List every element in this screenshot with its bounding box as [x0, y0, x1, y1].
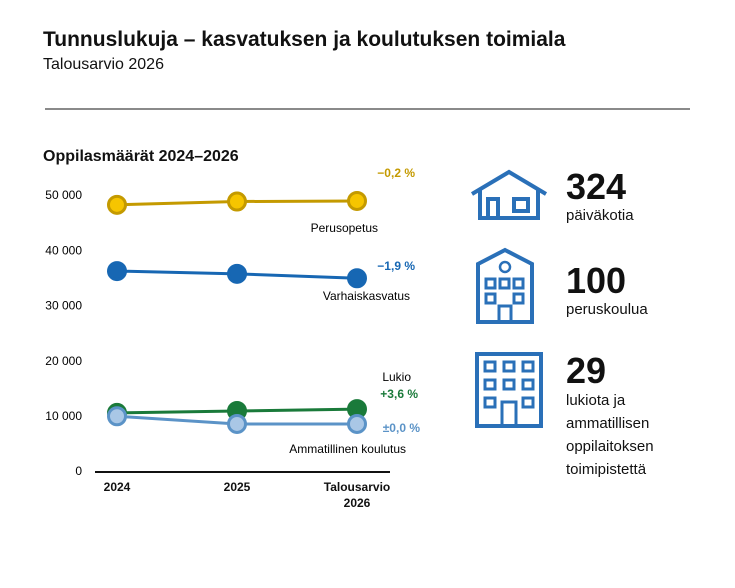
- marker: [227, 191, 247, 212]
- marker: [227, 263, 247, 284]
- title: Tunnuslukuja – kasvatuksen ja koulutukse…: [43, 28, 566, 51]
- x-tick-label: Talousarvio 2026: [323, 480, 391, 510]
- change-label: −0,2 %: [377, 166, 415, 180]
- series-label: Perusopetus: [311, 221, 378, 235]
- marker: [107, 261, 127, 282]
- y-tick-label: 10 000: [45, 409, 82, 423]
- marker: [347, 413, 367, 434]
- y-tick-label: 30 000: [45, 299, 82, 313]
- marker: [107, 194, 127, 215]
- change-label: ±0,0 %: [383, 421, 421, 435]
- house-icon: [470, 169, 548, 220]
- y-tick-label: 40 000: [45, 243, 82, 257]
- x-tick-label: 2025: [223, 480, 251, 494]
- subtitle: Talousarvio 2026: [43, 56, 164, 73]
- kpi-value: 324: [566, 166, 627, 207]
- kpi-value: 29: [566, 350, 607, 391]
- marker: [347, 190, 367, 211]
- series-label: Lukio: [382, 370, 411, 384]
- chart-title: Oppilasmäärät 2024–2026: [43, 148, 239, 165]
- change-label: +3,6 %: [380, 387, 418, 401]
- school-icon: [476, 247, 534, 324]
- y-tick-label: 0: [75, 464, 82, 478]
- marker: [347, 268, 367, 289]
- marker: [107, 406, 127, 427]
- series-label: Ammatillinen koulutus: [289, 442, 406, 456]
- change-label: −1,9 %: [377, 259, 415, 273]
- x-tick-label: 2024: [103, 480, 131, 494]
- kpi-label: lukiota ja ammatillisen oppilaitoksen to…: [566, 392, 654, 478]
- series-label: Varhaiskasvatus: [323, 289, 410, 303]
- y-tick-label: 50 000: [45, 188, 82, 202]
- marker: [227, 413, 247, 434]
- kpi-value: 100: [566, 260, 627, 301]
- kpi-label: peruskoulua: [566, 301, 648, 318]
- icons: [470, 169, 548, 428]
- kpi-label: päiväkotia: [566, 207, 634, 224]
- office-icon: [475, 352, 543, 428]
- y-tick-label: 20 000: [45, 354, 82, 368]
